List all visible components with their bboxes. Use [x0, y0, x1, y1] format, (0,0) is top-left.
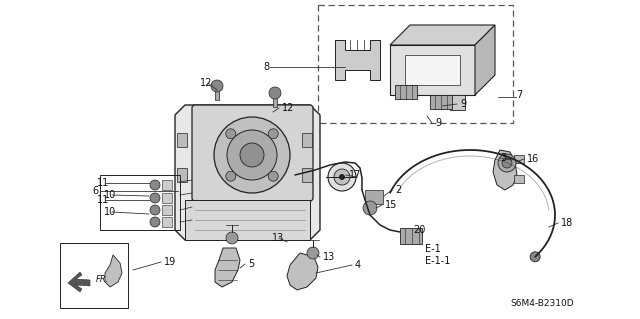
- Circle shape: [269, 87, 281, 99]
- Circle shape: [226, 129, 236, 139]
- Circle shape: [226, 171, 236, 181]
- Polygon shape: [450, 95, 465, 110]
- Bar: [395, 85, 417, 99]
- Circle shape: [328, 163, 356, 191]
- Bar: [162, 205, 172, 215]
- Bar: [177, 133, 187, 147]
- Circle shape: [211, 80, 223, 92]
- Circle shape: [214, 117, 290, 193]
- Circle shape: [150, 193, 160, 203]
- Polygon shape: [185, 200, 310, 240]
- Text: 5: 5: [248, 259, 254, 269]
- Bar: [162, 180, 172, 190]
- Circle shape: [502, 158, 512, 168]
- Circle shape: [498, 154, 516, 172]
- Bar: [100, 175, 180, 230]
- Bar: [430, 95, 452, 109]
- Text: 10: 10: [104, 190, 116, 200]
- Polygon shape: [335, 40, 380, 80]
- Circle shape: [150, 180, 160, 190]
- Text: 6: 6: [92, 186, 98, 196]
- Text: 4: 4: [355, 260, 361, 270]
- Text: 20: 20: [413, 225, 426, 235]
- Text: E-1: E-1: [425, 244, 441, 254]
- Polygon shape: [405, 55, 460, 85]
- Polygon shape: [68, 272, 90, 292]
- Text: 9: 9: [435, 118, 441, 128]
- Text: 12: 12: [282, 103, 294, 113]
- Text: 7: 7: [516, 90, 522, 100]
- Text: 12: 12: [200, 78, 212, 88]
- Polygon shape: [475, 25, 495, 95]
- Text: 11: 11: [97, 195, 109, 205]
- Text: 11: 11: [97, 178, 109, 188]
- Polygon shape: [390, 45, 475, 95]
- Polygon shape: [175, 105, 320, 240]
- Bar: [514, 175, 524, 183]
- Text: 9: 9: [460, 99, 466, 109]
- Text: 13: 13: [272, 233, 284, 243]
- Bar: [162, 193, 172, 203]
- Bar: [215, 86, 219, 100]
- Text: 3: 3: [500, 153, 506, 163]
- Bar: [302, 133, 312, 147]
- Circle shape: [226, 232, 238, 244]
- Text: 18: 18: [561, 218, 573, 228]
- Circle shape: [268, 171, 278, 181]
- Bar: [162, 217, 172, 227]
- Bar: [400, 228, 422, 244]
- Bar: [318, 5, 513, 123]
- Text: S6M4-B2310D: S6M4-B2310D: [510, 299, 573, 308]
- Text: FR.: FR.: [96, 276, 109, 285]
- Polygon shape: [287, 253, 318, 290]
- Text: 19: 19: [164, 257, 176, 267]
- Polygon shape: [215, 248, 240, 287]
- Bar: [365, 190, 383, 204]
- Circle shape: [339, 174, 345, 180]
- Bar: [60, 243, 128, 308]
- Circle shape: [150, 217, 160, 227]
- Polygon shape: [390, 25, 495, 45]
- Text: 16: 16: [527, 154, 540, 164]
- Bar: [177, 168, 187, 182]
- Text: 10: 10: [104, 207, 116, 217]
- Text: 2: 2: [395, 185, 401, 195]
- Bar: [302, 168, 312, 182]
- Circle shape: [363, 201, 377, 215]
- Bar: [273, 93, 277, 107]
- Polygon shape: [105, 255, 122, 287]
- Text: E-1-1: E-1-1: [425, 256, 451, 266]
- Circle shape: [268, 129, 278, 139]
- Circle shape: [227, 130, 277, 180]
- Text: 17: 17: [349, 170, 362, 180]
- Circle shape: [150, 205, 160, 215]
- Circle shape: [240, 143, 264, 167]
- Circle shape: [307, 247, 319, 259]
- Circle shape: [334, 169, 350, 185]
- FancyBboxPatch shape: [192, 105, 313, 201]
- Polygon shape: [493, 150, 517, 190]
- Bar: [514, 155, 524, 163]
- Text: 13: 13: [323, 252, 335, 262]
- Circle shape: [530, 252, 540, 262]
- Text: 8: 8: [263, 62, 269, 72]
- Text: 15: 15: [385, 200, 397, 210]
